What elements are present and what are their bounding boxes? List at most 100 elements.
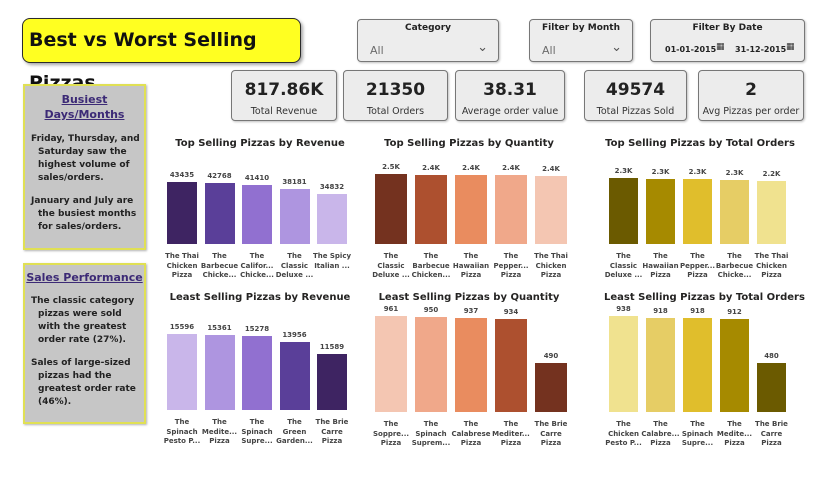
start-date-field[interactable]: 01-01-2015 bbox=[665, 45, 717, 54]
category-label: The Calabre... Pizza bbox=[641, 420, 680, 447]
data-label: 2.3K bbox=[614, 167, 633, 175]
category-label: The Brie Carre Pizza bbox=[755, 420, 788, 447]
chart-bar[interactable] bbox=[167, 334, 197, 410]
chart-bar[interactable] bbox=[609, 316, 638, 412]
category-label: The Classic Deluxe ... bbox=[372, 252, 410, 279]
data-label: 15361 bbox=[207, 324, 232, 332]
chevron-down-icon[interactable]: ⌄ bbox=[477, 40, 488, 55]
kpi-label: Total Revenue bbox=[250, 106, 318, 117]
data-label: 2.4K bbox=[462, 164, 480, 172]
category-label: The Barbecue Chicken... bbox=[411, 252, 451, 279]
category-label: The Classic Deluxe ... bbox=[604, 252, 643, 279]
kpi-label: Average order value bbox=[461, 106, 559, 117]
category-label: The Pepper... Pizza bbox=[679, 252, 716, 279]
chart-bar[interactable] bbox=[646, 179, 675, 244]
chart-bar[interactable] bbox=[720, 319, 749, 412]
category-slicer-label: Category bbox=[404, 23, 451, 33]
chart-bar[interactable] bbox=[683, 179, 712, 244]
category-label: The Classic Deluxe ... bbox=[275, 252, 314, 279]
category-slicer-value: All bbox=[370, 44, 384, 57]
chart-bar[interactable] bbox=[375, 174, 407, 244]
chart-bar[interactable] bbox=[535, 176, 567, 244]
data-label: 2.4K bbox=[502, 164, 520, 172]
date-slicer-label: Filter By Date bbox=[692, 23, 763, 33]
chart-bar[interactable] bbox=[204, 335, 235, 410]
busiest-point: January and July are the busiest months … bbox=[31, 196, 137, 232]
sales-point: Sales of large-sized pizzas had the grea… bbox=[31, 358, 136, 407]
chart-title: Top Selling Pizzas by Quantity bbox=[384, 138, 554, 149]
data-label: 41410 bbox=[244, 174, 270, 182]
chart-bar[interactable] bbox=[317, 194, 347, 244]
category-label: The Mediter... Pizza bbox=[492, 420, 530, 447]
chart-bar[interactable] bbox=[167, 182, 197, 244]
chart-bar[interactable] bbox=[495, 319, 527, 412]
chart-bar[interactable] bbox=[757, 181, 786, 244]
dashboard-title: Best vs Worst Selling Pizzas bbox=[22, 18, 301, 94]
top-orders-chart: Top Selling Pizzas by Total Orders 2.3K Th… bbox=[604, 138, 796, 288]
category-label: The Thai Chicken Pizza bbox=[165, 252, 199, 279]
calendar-icon[interactable]: ▦ bbox=[786, 42, 795, 52]
chart-bar[interactable] bbox=[720, 180, 749, 244]
least-quantity-chart: Least Selling Pizzas by Quantity 961 The S… bbox=[370, 292, 568, 450]
category-label: The Brie Carre Pizza bbox=[534, 420, 568, 447]
date-slicer[interactable]: Filter By Date 01-01-2015 ▦ 31-12-2015 ▦ bbox=[650, 19, 805, 62]
chart-bar[interactable] bbox=[609, 178, 638, 244]
data-label: 38181 bbox=[282, 178, 307, 186]
data-label: 15278 bbox=[244, 325, 270, 333]
chart-bar[interactable] bbox=[415, 317, 447, 412]
category-label: The Brie Carre Pizza bbox=[315, 418, 349, 445]
data-label: 950 bbox=[423, 306, 439, 314]
data-label: 934 bbox=[503, 308, 519, 316]
least-revenue-chart: Least Selling Pizzas by Revenue 15596 The … bbox=[162, 292, 358, 450]
category-label: The Soppre... Pizza bbox=[372, 420, 410, 447]
chevron-down-icon[interactable]: ⌄ bbox=[611, 40, 622, 55]
data-label: 2.2K bbox=[762, 170, 781, 178]
category-label: The Spinach Pesto P... bbox=[163, 418, 201, 445]
category-label: The Calabrese Pizza bbox=[451, 420, 491, 447]
chart-title: Least Selling Pizzas by Quantity bbox=[378, 292, 560, 303]
category-label: The Medite... Pizza bbox=[716, 420, 753, 447]
chart-bar[interactable] bbox=[242, 185, 272, 244]
chart-bar[interactable] bbox=[683, 318, 712, 412]
chart-bar[interactable] bbox=[646, 318, 675, 412]
busiest-days-panel: Busiest Days/Months Friday, Thursday, an… bbox=[23, 84, 146, 250]
data-label: 912 bbox=[727, 308, 742, 316]
kpi-average-order-value: 38.31 Average order value bbox=[455, 70, 565, 121]
chart-bar[interactable] bbox=[375, 316, 407, 412]
data-label: 42768 bbox=[207, 172, 232, 180]
month-slicer[interactable]: Filter by Month All ⌄ bbox=[529, 19, 633, 62]
chart-bar[interactable] bbox=[757, 363, 786, 412]
kpi-total-orders: 21350 Total Orders bbox=[343, 70, 448, 121]
kpi-total-pizzas-sold: 49574 Total Pizzas Sold bbox=[584, 70, 687, 121]
chart-bar[interactable] bbox=[204, 183, 235, 244]
data-label: 2.3K bbox=[688, 168, 707, 176]
chart-bar[interactable] bbox=[415, 175, 447, 244]
data-label: 937 bbox=[463, 307, 479, 315]
category-label: The Califor... Chicke... bbox=[240, 252, 274, 279]
kpi-value: 49574 bbox=[605, 80, 666, 100]
kpi-label: Total Pizzas Sold bbox=[596, 106, 675, 117]
category-label: The Barbecue Chicke... bbox=[200, 252, 239, 279]
data-label: 938 bbox=[616, 305, 631, 313]
data-label: 11589 bbox=[319, 343, 345, 351]
chart-bar[interactable] bbox=[455, 175, 487, 244]
category-label: The Hawaiian Pizza bbox=[452, 252, 490, 279]
kpi-label: Total Orders bbox=[366, 106, 425, 117]
sales-point: The classic category pizzas were sold wi… bbox=[31, 296, 135, 345]
month-slicer-label: Filter by Month bbox=[542, 23, 620, 33]
chart-title: Top Selling Pizzas by Total Orders bbox=[605, 138, 795, 149]
category-label: The Medite... Pizza bbox=[201, 418, 238, 445]
end-date-field[interactable]: 31-12-2015 bbox=[735, 45, 787, 54]
category-slicer[interactable]: Category All ⌄ bbox=[357, 19, 499, 62]
chart-bar[interactable] bbox=[279, 189, 310, 244]
chart-bar[interactable] bbox=[317, 354, 347, 410]
data-label: 2.3K bbox=[725, 169, 744, 177]
chart-bar[interactable] bbox=[279, 342, 310, 410]
category-label: The Spinach Suprem... bbox=[411, 420, 451, 447]
chart-bar[interactable] bbox=[242, 336, 272, 410]
calendar-icon[interactable]: ▦ bbox=[716, 42, 725, 52]
chart-bar[interactable] bbox=[455, 318, 487, 412]
chart-bar[interactable] bbox=[495, 175, 527, 244]
category-label: The Spinach Supre... bbox=[681, 420, 714, 447]
chart-bar[interactable] bbox=[535, 363, 567, 412]
